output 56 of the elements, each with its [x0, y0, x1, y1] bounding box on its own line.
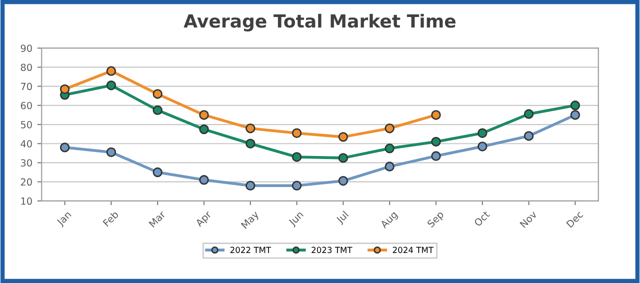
- point: [60, 142, 70, 152]
- y-tick-label: 10: [21, 197, 32, 205]
- point: [384, 162, 394, 172]
- point: [106, 66, 116, 76]
- point: [199, 110, 209, 120]
- point: [431, 136, 441, 147]
- point: [384, 123, 394, 134]
- y-tick-label: 70: [21, 82, 32, 90]
- point: [152, 105, 162, 116]
- legend-label: 2024 TMT: [392, 246, 434, 254]
- point: [338, 176, 348, 186]
- x-tick-label: Aug: [380, 210, 400, 230]
- point: [246, 123, 256, 134]
- point: [431, 151, 441, 161]
- point: [431, 110, 441, 120]
- point: [384, 144, 394, 154]
- chart-title: Average Total Market Time: [184, 14, 456, 32]
- x-tick-label: Dec: [566, 210, 584, 228]
- x-tick-label: Sep: [426, 210, 446, 230]
- y-tick-label: 60: [20, 102, 32, 110]
- x-tick-label: Jul: [335, 210, 350, 226]
- point: [246, 180, 256, 191]
- point: [246, 138, 256, 148]
- point: [524, 109, 534, 119]
- point: [478, 142, 488, 152]
- x-tick-label: Oct: [474, 210, 490, 227]
- y-tick-label: 90: [20, 44, 32, 52]
- point: [292, 152, 302, 162]
- point: [570, 110, 580, 120]
- x-tick-label: Feb: [102, 210, 119, 227]
- y-tick-label: 50: [20, 121, 32, 128]
- point: [292, 180, 302, 191]
- point: [570, 100, 580, 110]
- point: [60, 84, 70, 94]
- x-tick-label: Apr: [194, 210, 214, 228]
- point: [338, 153, 348, 163]
- y-tick-label: 30: [20, 159, 32, 167]
- point: [152, 167, 162, 178]
- point: [199, 124, 209, 134]
- point: [152, 89, 162, 99]
- x-tick-label: Mar: [148, 210, 166, 228]
- y-tick-label: 20: [20, 178, 32, 186]
- legend-label: 2022 TMT: [230, 246, 272, 254]
- point: [106, 80, 116, 90]
- point: [338, 132, 348, 142]
- point: [292, 128, 302, 138]
- y-tick-label: 40: [20, 140, 32, 148]
- point: [524, 131, 534, 141]
- point: [199, 175, 209, 185]
- x-tick-label: Nov: [520, 210, 538, 228]
- x-tick-label: Jun: [288, 210, 305, 228]
- x-tick-label: Jan: [56, 210, 73, 228]
- legend-label: 2023 TMT: [312, 246, 352, 254]
- point: [106, 147, 116, 158]
- point: [478, 128, 488, 138]
- y-tick-label: 80: [20, 64, 32, 72]
